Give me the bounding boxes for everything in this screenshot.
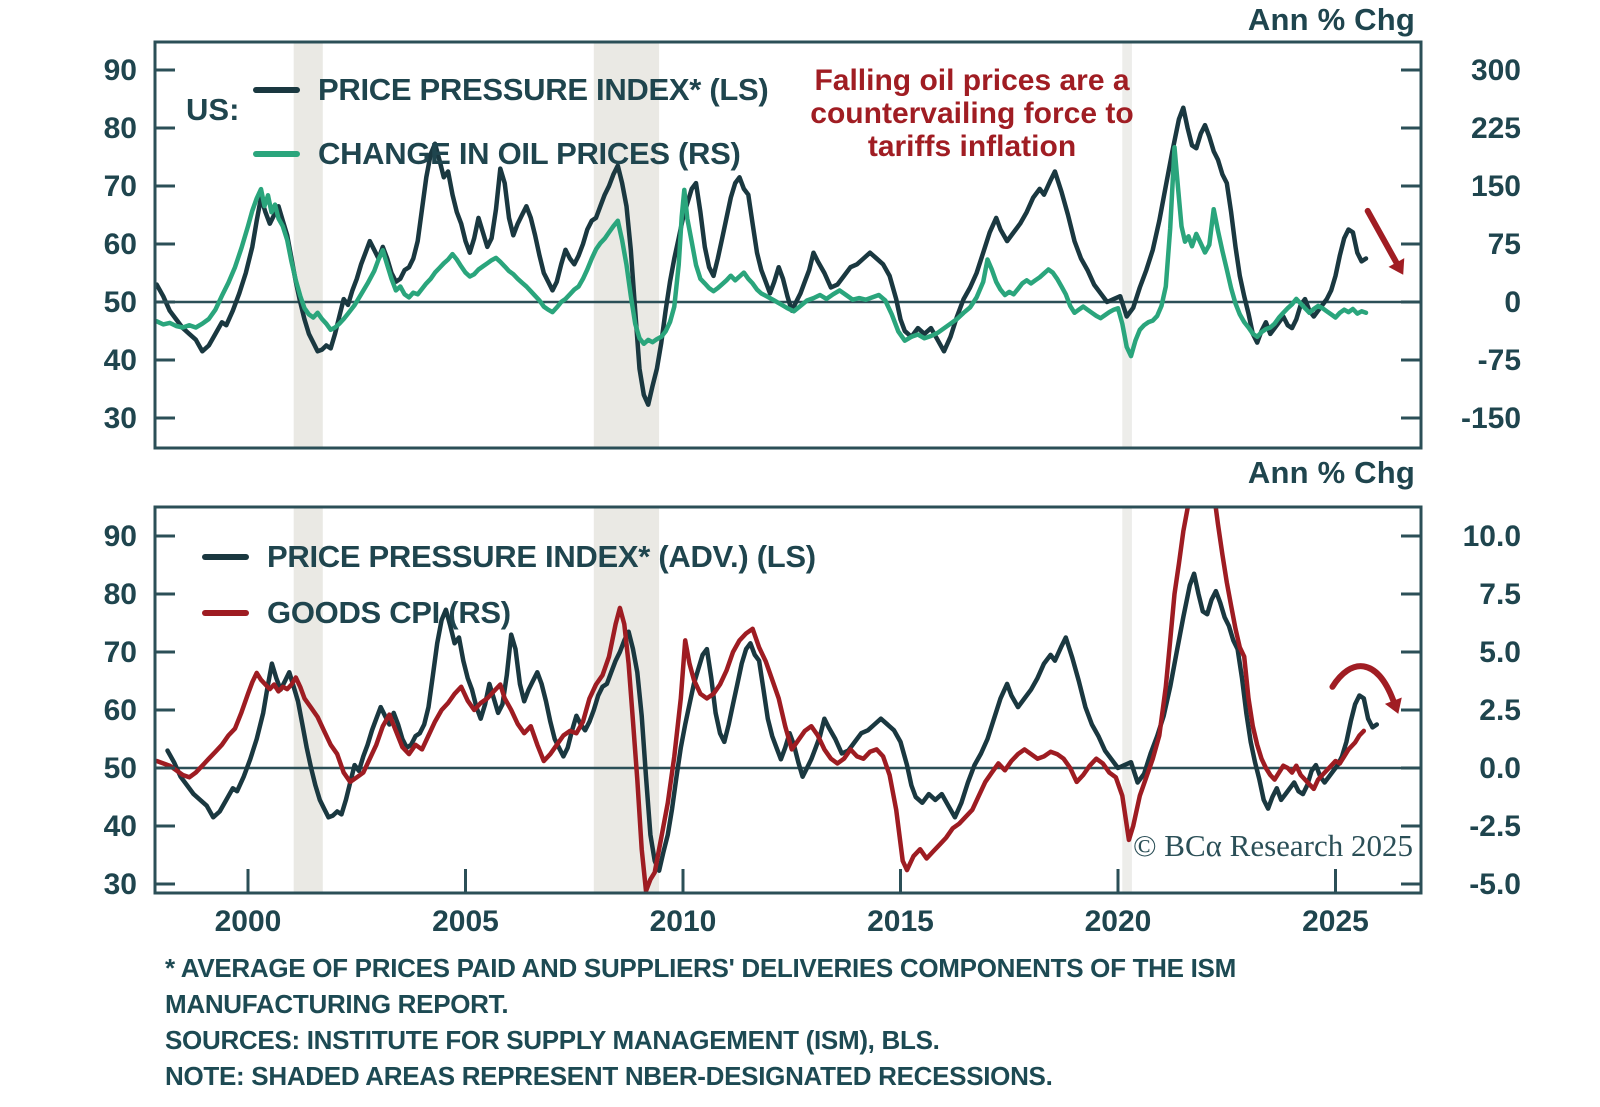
region-label: US: (186, 92, 240, 127)
x-tick-label: 2000 (215, 905, 282, 938)
recession-band (1122, 42, 1132, 448)
right-tick-label: -2.5 (1469, 810, 1521, 843)
footnotes: * AVERAGE OF PRICES PAID AND SUPPLIERS' … (165, 953, 1236, 1091)
right-tick-label: 225 (1471, 112, 1521, 145)
top-right-axis-title: Ann % Chg (1247, 2, 1415, 37)
copyright-bca-research: © BCα Research 2025 (1133, 828, 1413, 863)
straight-arrowhead (1388, 258, 1405, 275)
curved-arrowhead (1384, 697, 1402, 714)
left-tick-label: 40 (104, 810, 137, 843)
left-tick-label: 90 (104, 520, 137, 553)
annotation-falling-oil-prices: Falling oil prices are a countervailing … (810, 64, 1134, 163)
left-tick-label: 90 (104, 54, 137, 87)
recession-band (593, 42, 660, 448)
legend-bottom-ppi-adv: PRICE PRESSURE INDEX* (ADV.) (LS) (202, 539, 816, 575)
right-tick-label: 2.5 (1479, 694, 1521, 727)
ppi-line-swatch (253, 87, 300, 93)
right-tick-label: -75 (1478, 344, 1521, 377)
curved-arrow (1329, 663, 1397, 704)
legend-top-ppi: PRICE PRESSURE INDEX* (LS) (253, 72, 769, 108)
bottom-panel: 90 80 70 60 50 40 30 10.0 7.5 5.0 2.5 0.0 -2.5 -5.0 20… (104, 505, 1521, 938)
recession-band (1122, 507, 1132, 893)
price-pressure-index-ls-line (155, 105, 1369, 407)
panel-frame (153, 505, 1423, 895)
left-tick-label: 60 (104, 228, 137, 261)
x-tick-label: 2020 (1085, 905, 1152, 938)
left-tick-label: 80 (104, 112, 137, 145)
right-tick-label: 5.0 (1479, 636, 1521, 669)
price-pressure-index-adv-ls-line (165, 571, 1380, 873)
left-tick-label: 60 (104, 694, 137, 727)
change-in-oil-prices-rs-line (155, 145, 1369, 359)
x-tick-label: 2010 (650, 905, 717, 938)
right-tick-label: 7.5 (1479, 578, 1521, 611)
x-tick-label: 2015 (867, 905, 934, 938)
left-tick-label: 30 (104, 402, 137, 435)
right-tick-label: 0 (1504, 286, 1521, 319)
x-tick-label: 2025 (1302, 905, 1369, 938)
left-tick-label: 40 (104, 344, 137, 377)
oil-line-swatch (253, 151, 300, 157)
legend-label-goods-cpi: GOODS CPI (RS) (267, 595, 511, 630)
recession-band (293, 42, 323, 448)
left-tick-label: 50 (104, 286, 137, 319)
legend-bottom-goods-cpi: GOODS CPI (RS) (202, 595, 511, 631)
legend-label-ppi: PRICE PRESSURE INDEX* (LS) (318, 72, 769, 107)
left-tick-label: 80 (104, 578, 137, 611)
left-tick-label: 70 (104, 636, 137, 669)
right-tick-label: 150 (1471, 170, 1521, 203)
goods-cpi-rs-line (155, 507, 1367, 893)
right-tick-label: -150 (1461, 402, 1521, 435)
left-tick-label: 50 (104, 752, 137, 785)
right-tick-label: 10.0 (1463, 520, 1521, 553)
right-tick-label: 300 (1471, 54, 1521, 87)
left-tick-label: 70 (104, 170, 137, 203)
legend-top-oil: CHANGE IN OIL PRICES (RS) (253, 136, 741, 172)
straight-arrow (1364, 207, 1400, 266)
top-panel: 90 80 70 60 50 40 30 300 225 150 75 0 -75 -150 (104, 40, 1521, 450)
bottom-right-axis-title: Ann % Chg (1247, 455, 1415, 490)
ppi-adv-line-swatch (202, 554, 249, 560)
legend-label-oil: CHANGE IN OIL PRICES (RS) (318, 136, 741, 171)
right-tick-label: 0.0 (1479, 752, 1521, 785)
legend-label-ppi-adv: PRICE PRESSURE INDEX* (ADV.) (LS) (267, 539, 816, 574)
right-tick-label: 75 (1488, 228, 1521, 261)
left-tick-label: 30 (104, 868, 137, 901)
x-tick-label: 2005 (432, 905, 499, 938)
goods-cpi-line-swatch (202, 610, 249, 616)
right-tick-label: -5.0 (1469, 868, 1521, 901)
